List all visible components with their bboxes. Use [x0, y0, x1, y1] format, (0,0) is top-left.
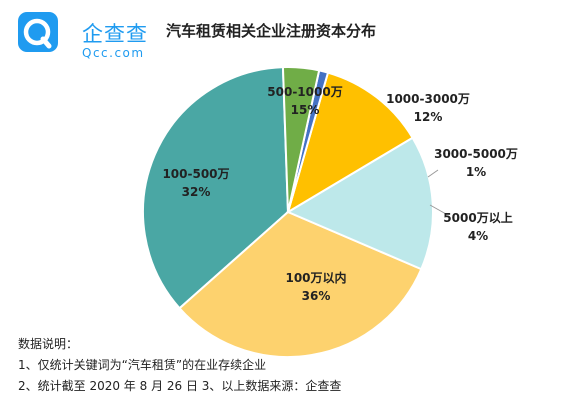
notes-line-1: 1、仅统计关键词为“汽车租赁”的在业存续企业 [18, 358, 267, 372]
slice-percent-1: 36% [302, 289, 331, 303]
brand-logo: 企查查 Qcc.com [14, 10, 164, 60]
slice-percent-5: 1% [466, 165, 486, 179]
pie-slice-1 [142, 66, 290, 310]
slice-label-2: 100-500万 [162, 167, 229, 181]
data-notes: 数据说明： 1、仅统计关键词为“汽车租赁”的在业存续企业 2、统计截至 2020… [18, 334, 341, 397]
slice-percent-6: 4% [468, 229, 488, 243]
qcc-logo-icon [18, 12, 58, 52]
slice-label-3: 500-1000万 [267, 85, 342, 99]
chart-title: 汽车租赁相关企业注册资本分布 [166, 22, 377, 40]
slice-label-1: 100万以内 [285, 270, 346, 285]
pie-slice-3 [285, 136, 434, 271]
slice-label-4: 1000-3000万 [386, 92, 470, 106]
leader-line-5000-plus [429, 204, 447, 215]
pie-slice-6 [281, 66, 321, 213]
slice-percent-3: 15% [291, 103, 320, 117]
pie-slice-4 [286, 71, 414, 215]
pie-slice-2 [178, 210, 423, 358]
notes-heading: 数据说明： [18, 337, 79, 351]
logo-domain: Qcc.com [82, 46, 145, 60]
slice-label-6: 5000万以上 [443, 210, 512, 225]
leader-line-3000-5000 [427, 169, 439, 178]
slice-label-5: 3000-5000万 [434, 147, 518, 161]
slice-percent-2: 32% [182, 185, 211, 199]
notes-line-2: 2、统计截至 2020 年 8 月 26 日 3、以上数据来源：企查查 [18, 379, 342, 393]
slice-percent-4: 12% [414, 110, 443, 124]
logo-name: 企查查 [82, 22, 148, 46]
